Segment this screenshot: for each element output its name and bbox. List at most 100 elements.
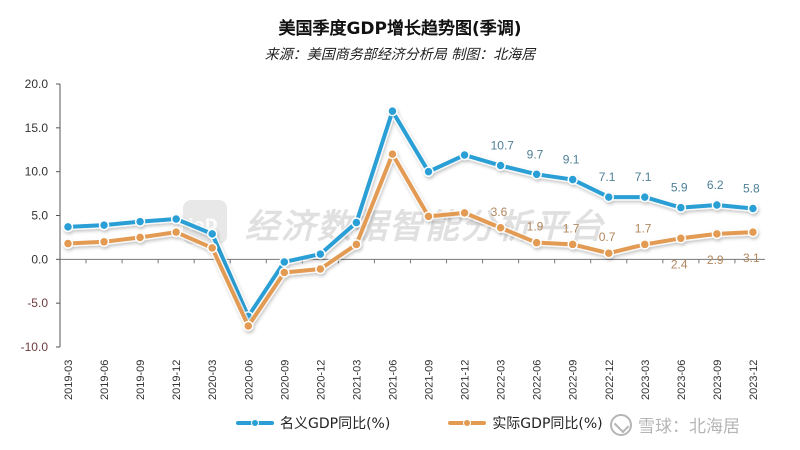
legend-label: 实际GDP同比(%) (492, 416, 603, 432)
x-tick-label: 2022-12 (604, 360, 616, 400)
data-label: 3.1 (743, 251, 760, 265)
x-tick-label: 2019-03 (63, 360, 75, 400)
data-point[interactable] (62, 221, 74, 233)
data-point[interactable] (603, 247, 614, 259)
data-point[interactable] (567, 174, 578, 185)
series-line-1 (62, 148, 759, 332)
data-point[interactable] (639, 191, 651, 203)
brand-text: 雪球：北海居 (638, 417, 740, 437)
x-tick-label: 2023-09 (712, 360, 724, 400)
x-tick-label: 2023-12 (748, 360, 760, 400)
data-point[interactable] (675, 233, 687, 244)
series-line-0 (62, 105, 759, 322)
data-point[interactable] (459, 207, 470, 219)
data-point[interactable] (206, 228, 218, 240)
data-point[interactable] (387, 148, 398, 160)
y-tick-label: 10.0 (25, 165, 49, 179)
data-point[interactable] (170, 226, 182, 238)
data-label: 5.9 (671, 181, 688, 195)
data-label: 10.7 (491, 139, 515, 153)
legend-swatch-blue-icon (236, 419, 274, 427)
data-point[interactable] (279, 256, 290, 268)
data-label: 1.7 (635, 221, 652, 235)
data-label: 7.1 (599, 170, 616, 184)
data-point[interactable] (170, 213, 182, 225)
legend: 名义GDP同比(%) 实际GDP同比(%) (236, 413, 603, 433)
y-tick-label: -5.0 (27, 296, 48, 310)
legend-item-nominal-gdp[interactable]: 名义GDP同比(%) (236, 413, 390, 433)
data-point[interactable] (315, 248, 326, 260)
data-label: 0.7 (599, 230, 616, 244)
data-label: 3.6 (491, 205, 508, 219)
data-point[interactable] (351, 239, 362, 250)
legend-swatch-orange-icon (448, 419, 487, 427)
x-tick-label: 2022-03 (496, 360, 508, 400)
x-tick-label: 2020-03 (207, 360, 219, 400)
data-point[interactable] (747, 226, 759, 238)
x-tick-label: 2020-12 (315, 360, 327, 400)
snowball-logo-icon (610, 413, 632, 436)
x-tick-label: 2020-06 (243, 360, 255, 400)
data-point[interactable] (567, 239, 578, 250)
legend-item-real-gdp[interactable]: 实际GDP同比(%) (448, 413, 603, 433)
data-point[interactable] (639, 239, 651, 250)
data-point[interactable] (423, 166, 434, 177)
x-tick-label: 2019-12 (171, 360, 183, 400)
legend-label: 名义GDP同比(%) (280, 416, 391, 432)
data-label: 1.9 (527, 220, 544, 234)
x-tick-label: 2019-06 (99, 360, 111, 400)
data-point[interactable] (98, 236, 110, 248)
data-point[interactable] (351, 217, 362, 228)
data-point[interactable] (459, 149, 470, 161)
x-tick-label: 2023-06 (676, 360, 688, 400)
data-label: 5.8 (743, 181, 760, 195)
y-tick-label: 0.0 (31, 252, 48, 266)
x-tick-label: 2021-06 (387, 360, 399, 400)
data-point[interactable] (711, 199, 723, 211)
data-label: 2.9 (707, 253, 724, 267)
series-layer (62, 105, 759, 332)
data-label: 2.4 (671, 257, 688, 271)
chart-title: 美国季度GDP增长趋势图(季调) (278, 19, 522, 39)
data-point[interactable] (495, 160, 506, 171)
data-point[interactable] (423, 211, 434, 222)
data-label: 9.7 (527, 147, 544, 161)
y-tick-label: 15.0 (25, 121, 49, 135)
data-point[interactable] (747, 203, 759, 214)
data-point[interactable] (603, 191, 614, 203)
y-tick-label: -10.0 (21, 340, 49, 354)
x-tick-label: 2019-09 (135, 360, 147, 400)
data-point[interactable] (315, 263, 326, 275)
data-labels: 10.7 9.7 9.1 7.1 7.1 5.9 6.2 5.8 3.6 1.9 1.7 0.7 1.7… (491, 139, 760, 272)
x-tick-label: 2021-09 (424, 360, 436, 400)
axes: -10.0 -5.0 0.0 5.0 10.0 15.0 20.0 2019-03 2019-0… (21, 77, 765, 400)
y-tick-label: 5.0 (31, 209, 48, 223)
data-label: 1.7 (563, 221, 580, 235)
x-tick-label: 2023-03 (640, 360, 652, 400)
data-point[interactable] (279, 267, 290, 278)
data-label: 7.1 (635, 170, 652, 184)
data-point[interactable] (206, 242, 218, 254)
chart-subtitle: 来源：美国商务部经济分析局 制图：北海居 (264, 47, 536, 63)
y-tick-label: 20.0 (25, 77, 49, 91)
data-point[interactable] (675, 202, 687, 213)
data-point[interactable] (62, 238, 74, 249)
brand-watermark: 雪球：北海居 (610, 412, 740, 437)
data-point[interactable] (531, 169, 542, 180)
line-chart: ioD 经济数据智能分析平台 -10.0-5.00.05.010.015.020… (21, 77, 765, 400)
data-point[interactable] (387, 105, 398, 117)
x-tick-label: 2021-12 (460, 360, 472, 400)
data-point[interactable] (98, 219, 110, 231)
x-tick-label: 2020-09 (279, 360, 291, 400)
data-point[interactable] (531, 237, 542, 248)
x-tick-label: 2022-09 (568, 360, 580, 400)
data-point[interactable] (711, 228, 723, 240)
x-tick-label: 2021-03 (351, 360, 363, 400)
data-point[interactable] (495, 222, 506, 234)
data-label: 9.1 (563, 153, 580, 167)
x-tick-label: 2022-06 (532, 360, 544, 400)
data-point[interactable] (243, 320, 254, 332)
data-point[interactable] (134, 232, 146, 243)
data-point[interactable] (134, 216, 146, 227)
data-label: 6.2 (707, 178, 724, 192)
